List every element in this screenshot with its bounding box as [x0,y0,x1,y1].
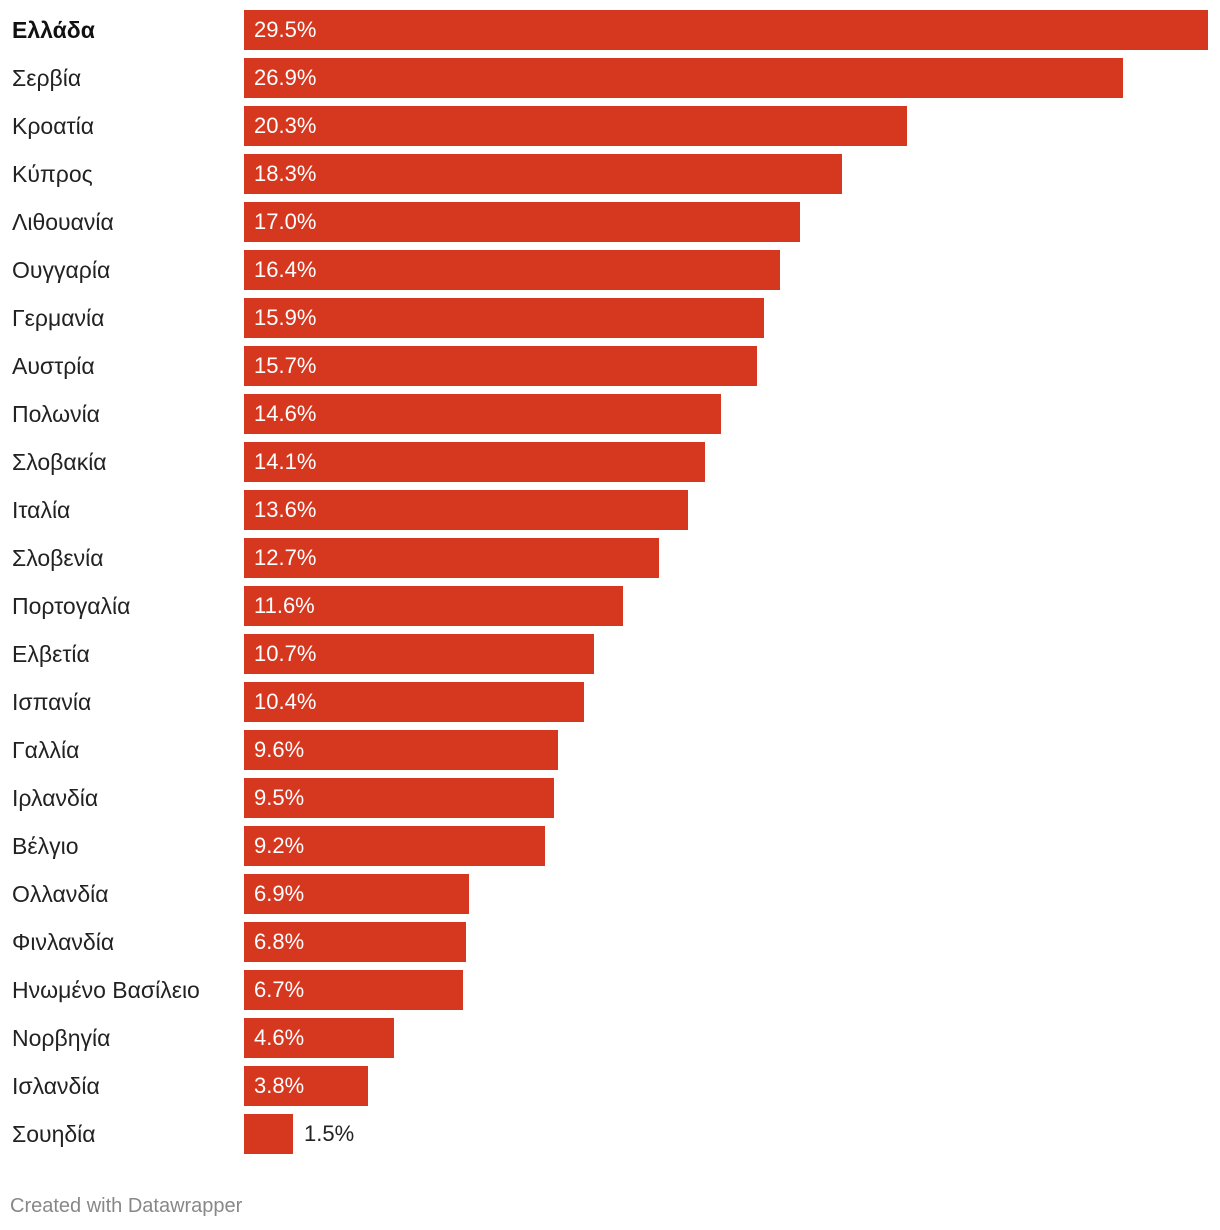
bar [244,1114,293,1154]
value-label: 9.5% [254,785,305,810]
bar-row: Κύπρος 18.3% [0,154,1220,194]
category-label: Νορβηγία [12,1025,111,1051]
bar-row: Ελβετία 10.7% [0,634,1220,674]
value-label: 29.5% [254,17,317,42]
bar [244,874,469,914]
bar-row: Ισλανδία 3.8% [0,1066,1220,1106]
bar-row: Ουγγαρία 16.4% [0,250,1220,290]
bar-row: Αυστρία 15.7% [0,346,1220,386]
bar [244,586,623,626]
value-label: 15.9% [254,305,317,330]
value-label: 6.9% [254,881,305,906]
category-label: Ιταλία [12,497,71,523]
value-label: 10.7% [254,641,317,666]
bar [244,490,688,530]
bar-row: Ιρλανδία 9.5% [0,778,1220,818]
category-label: Γερμανία [12,305,105,331]
bar-row: Γαλλία 9.6% [0,730,1220,770]
category-label: Ισλανδία [12,1073,100,1099]
category-label: Ουγγαρία [12,257,111,283]
category-label: Αυστρία [12,353,95,379]
category-label: Κύπρος [12,161,93,187]
bar [244,1018,394,1058]
value-label: 3.8% [254,1073,305,1098]
category-label: Ελβετία [12,641,90,667]
bar [244,346,757,386]
category-label: Σερβία [12,65,82,91]
bar [244,826,545,866]
bar-chart: Ελλάδα 29.5% Σερβία 26.9% Κροατία 20.3% Κύπρος… [0,10,1220,1154]
bar [244,970,463,1010]
value-label: 14.6% [254,401,317,426]
category-label: Ολλανδία [12,881,109,907]
category-label: Ηνωμένο Βασίλειο [12,977,200,1003]
bar-row: Νορβηγία 4.6% [0,1018,1220,1058]
bar-row: Ιταλία 13.6% [0,490,1220,530]
bar-row: Κροατία 20.3% [0,106,1220,146]
category-label: Σλοβενία [12,545,104,571]
bar-row: Σερβία 26.9% [0,58,1220,98]
bar [244,154,842,194]
bar [244,922,466,962]
value-label: 6.7% [254,977,305,1002]
bar [244,250,780,290]
bar-row: Σλοβενία 12.7% [0,538,1220,578]
bar-row: Φινλανδία 6.8% [0,922,1220,962]
value-label: 17.0% [254,209,317,234]
value-label: 15.7% [254,353,317,378]
category-label: Ισπανία [12,689,92,715]
value-label: 4.6% [254,1025,305,1050]
category-label: Σουηδία [12,1121,96,1147]
category-label: Πολωνία [12,401,100,427]
bar [244,634,594,674]
category-label: Βέλγιο [12,833,79,859]
bar [244,778,554,818]
category-label: Ιρλανδία [12,785,99,811]
bar-row: Πολωνία 14.6% [0,394,1220,434]
category-label: Φινλανδία [12,929,115,955]
bar [244,394,721,434]
value-label: 9.6% [254,737,305,762]
value-label: 13.6% [254,497,317,522]
category-label: Πορτογαλία [12,593,131,619]
bar-row: Ισπανία 10.4% [0,682,1220,722]
value-label: 12.7% [254,545,317,570]
category-label: Ελλάδα [12,17,95,43]
bar [244,58,1123,98]
value-label: 14.1% [254,449,317,474]
bar-row: Ελλάδα 29.5% [0,10,1220,50]
value-label: 1.5% [304,1121,355,1146]
bar-row: Ηνωμένο Βασίλειο 6.7% [0,970,1220,1010]
bar [244,682,584,722]
bar [244,106,907,146]
bar [244,10,1208,50]
bar [244,1066,368,1106]
bar [244,202,800,242]
bar-row: Ολλανδία 6.9% [0,874,1220,914]
category-label: Σλοβακία [12,449,107,475]
value-label: 26.9% [254,65,317,90]
bar-row: Βέλγιο 9.2% [0,826,1220,866]
category-label: Λιθουανία [12,209,114,235]
bar [244,538,659,578]
value-label: 6.8% [254,929,305,954]
value-label: 18.3% [254,161,317,186]
bar-row: Λιθουανία 17.0% [0,202,1220,242]
value-label: 11.6% [254,593,315,618]
value-label: 16.4% [254,257,317,282]
value-label: 9.2% [254,833,305,858]
bar [244,298,764,338]
bar-row: Γερμανία 15.9% [0,298,1220,338]
bar-row: Σλοβακία 14.1% [0,442,1220,482]
category-label: Γαλλία [12,737,80,763]
bar-row: Σουηδία 1.5% [0,1114,1220,1154]
value-label: 20.3% [254,113,317,138]
bar [244,730,558,770]
bar-row: Πορτογαλία 11.6% [0,586,1220,626]
value-label: 10.4% [254,689,317,714]
bar [244,442,705,482]
category-label: Κροατία [12,113,95,139]
credit-text[interactable]: Created with Datawrapper [10,1195,243,1217]
